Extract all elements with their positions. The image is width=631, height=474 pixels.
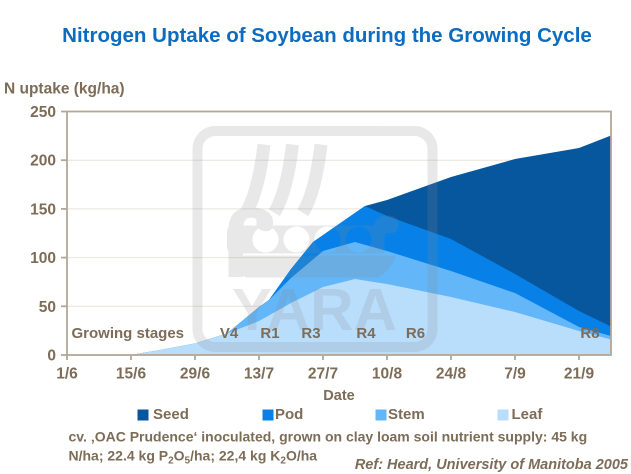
svg-text:0: 0: [47, 348, 56, 365]
svg-text:V4: V4: [220, 325, 239, 342]
svg-text:YARA: YARA: [232, 277, 397, 343]
svg-text:50: 50: [39, 299, 56, 316]
svg-text:Nitrogen Uptake of Soybean dur: Nitrogen Uptake of Soybean during the Gr…: [62, 24, 592, 47]
svg-text:N/ha; 22.4 kg P2O5/ha; 22,4: N/ha; 22.4 kg P2O5/ha; 22,4 kg K2O/ha: [69, 448, 318, 467]
svg-text:R4: R4: [356, 325, 376, 342]
svg-text:Pod: Pod: [275, 406, 303, 423]
svg-text:R1: R1: [260, 325, 279, 342]
svg-text:100: 100: [30, 250, 56, 267]
svg-text:Leaf: Leaf: [512, 406, 544, 423]
svg-text:27/7: 27/7: [308, 365, 338, 382]
svg-text:cv. ‚OAC Prudence‘ inoculated,: cv. ‚OAC Prudence‘ inoculated, grown on …: [69, 429, 588, 445]
svg-text:Growing stages: Growing stages: [72, 325, 185, 342]
svg-text:13/7: 13/7: [244, 365, 274, 382]
svg-text:24/8: 24/8: [436, 365, 467, 382]
svg-text:10/8: 10/8: [372, 365, 403, 382]
svg-text:29/6: 29/6: [180, 365, 211, 382]
svg-text:Stem: Stem: [388, 406, 425, 423]
svg-text:R3: R3: [301, 325, 320, 342]
svg-text:R6: R6: [406, 325, 425, 342]
svg-text:Seed: Seed: [153, 406, 189, 423]
svg-text:15/6: 15/6: [116, 365, 147, 382]
svg-text:Date: Date: [323, 388, 354, 404]
svg-text:150: 150: [30, 201, 56, 218]
svg-text:21/9: 21/9: [564, 365, 595, 382]
svg-text:Ref: Heard, University of Mani: Ref: Heard, University of Manitoba 2005: [355, 457, 629, 473]
svg-text:N uptake (kg/ha): N uptake (kg/ha): [4, 81, 125, 98]
svg-text:7/9: 7/9: [504, 365, 526, 382]
svg-text:250: 250: [30, 104, 56, 121]
svg-text:200: 200: [30, 153, 56, 170]
svg-text:R8: R8: [580, 325, 599, 342]
svg-text:1/6: 1/6: [56, 365, 78, 382]
